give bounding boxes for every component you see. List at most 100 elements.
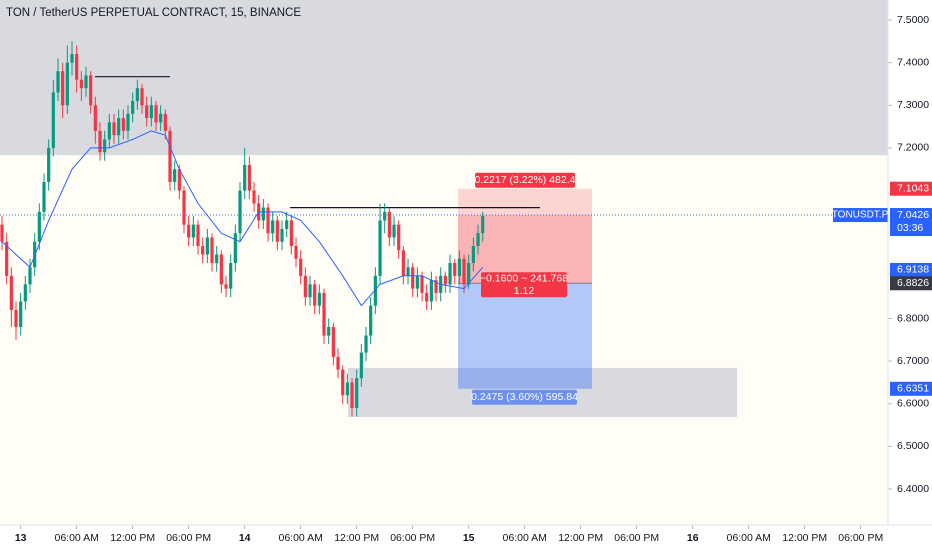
price-label-box [890,181,932,196]
candle-body [117,118,121,136]
candle-body [65,62,69,106]
price-label: 6.9138 [897,264,929,276]
candle-body [289,220,293,246]
candle-body [191,224,195,238]
candle-body [308,284,312,298]
candle-body [252,190,256,204]
candle-body [163,113,167,131]
candle-body [14,309,18,328]
candle-body [415,275,419,289]
candle-body [201,245,205,255]
y-tick-label: 7.4000 [897,56,929,68]
price-label: 6.6351 [897,383,929,395]
x-tick-label: 06:00 PM [614,532,659,544]
x-tick-label: 12:00 PM [558,532,603,544]
candle-body [280,228,284,242]
candle-body [336,356,340,370]
candle-body [168,130,172,183]
candle-body [341,369,345,396]
candle-body [173,169,177,183]
zone [0,0,888,156]
x-tick-label: 06:00 PM [166,532,211,544]
x-tick-label: 12:00 PM [334,532,379,544]
candle-body [89,75,93,106]
candle-body [126,113,130,131]
candle-body [229,263,233,289]
candle-body [37,211,41,242]
candle-body [224,284,228,289]
candle-body [481,216,485,234]
candle-body [285,220,289,229]
candle-body [149,105,153,119]
candle-body [261,207,265,221]
candle-body [61,71,65,106]
stop-label: 0.2217 (3.22%) 482.4 [475,174,576,186]
candle-body [51,92,55,148]
candle-body [23,284,27,302]
candle-body [327,327,331,336]
moving-average [1,130,484,307]
candle-body [462,258,466,285]
candle-body [369,305,373,336]
candle-body [5,241,9,276]
candle-body [429,280,433,302]
candle-body [187,224,191,238]
candle-body [247,164,251,191]
chart-title: TON / TetherUS PERPETUAL CONTRACT, 15, B… [6,7,301,19]
candle-body [401,250,405,276]
price-label-box [890,276,932,291]
candle-body [159,113,163,123]
candle-body [355,378,359,409]
candle-body [205,237,209,255]
candle-body [121,118,125,131]
symbol-box [833,208,888,223]
candle-body [0,224,4,242]
x-tick-label: 06:00 PM [390,532,435,544]
countdown: 03:36 [897,222,923,234]
open-label-box [481,272,567,298]
stop-label-box [475,172,575,188]
candle-body [93,105,97,131]
candle-body [313,284,317,306]
candle-body [350,382,354,409]
y-tick-label: 6.7000 [897,355,929,367]
candle-body [103,139,107,153]
candle-body [75,54,79,80]
x-tick-label: 16 [687,532,699,544]
candle-body [112,122,116,136]
candle-body [373,275,377,306]
x-tick-label: 12:00 PM [782,532,827,544]
candle-body [448,263,452,285]
x-tick-label: 06:00 PM [838,532,883,544]
candle-body [411,267,415,289]
x-tick-label: 13 [15,532,27,544]
candle-body [107,122,111,140]
y-tick-label: 7.2000 [897,142,929,154]
candle-body [299,258,303,276]
x-tick-label: 06:00 AM [503,532,547,544]
price-label: 7.1043 [897,183,929,195]
candle-body [443,275,447,285]
candle-body [56,71,60,93]
candle-body [271,220,275,234]
candle-body [331,327,335,357]
candle-body [406,267,410,276]
candle-body [154,105,158,123]
x-tick-label: 06:00 AM [279,532,323,544]
x-tick-label: 06:00 AM [727,532,771,544]
x-tick-label: 15 [463,532,475,544]
target-zone [458,283,592,389]
candle-body [215,254,219,264]
x-tick-label: 06:00 AM [54,532,98,544]
candle-body [467,263,471,285]
y-tick-label: 7.3000 [897,99,929,111]
candle-body [425,292,429,302]
candle-body [364,335,368,353]
candle-body [28,267,32,285]
candle-body [392,224,396,238]
candle-body [322,292,326,336]
symbol-label: TONUSDT.P [832,210,889,221]
candle-body [9,275,13,310]
candle-body [135,88,139,102]
